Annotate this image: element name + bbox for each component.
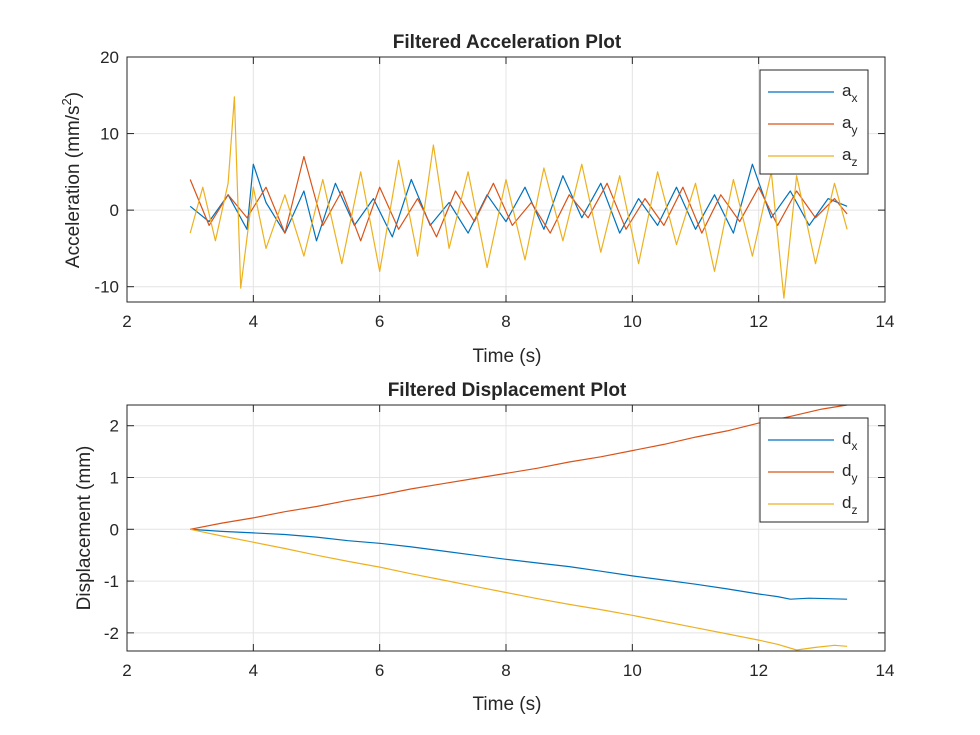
acceleration-y-tick-label: 0 [110,201,119,220]
acceleration-y-tick-label: 20 [100,48,119,67]
displacement-grid [127,405,885,651]
acceleration-legend-label-ax: ax [842,81,857,105]
displacement-series-group [190,404,848,651]
displacement-x-tick-label: 4 [249,661,258,680]
displacement-y-tick-label: 0 [110,520,119,539]
acceleration-x-tick-label: 10 [623,312,642,331]
acceleration-series-group [189,96,848,299]
displacement-x-tick-label: 6 [375,661,384,680]
acceleration-series-az [189,96,848,299]
acceleration-x-tick-label: 2 [122,312,131,331]
acceleration-legend: ax ay az [759,69,869,175]
displacement-x-tick-label: 2 [122,661,131,680]
displacement-plot-title: Filtered Displacement Plot [388,380,627,401]
displacement-plot: Filtered Displacement Plot Time (s) Disp… [74,380,894,715]
displacement-x-axis-label: Time (s) [473,694,542,715]
displacement-y-axis-label: Displacement (mm) [74,446,95,611]
acceleration-x-tick-label: 6 [375,312,384,331]
displacement-x-tick-label: 10 [623,661,642,680]
displacement-y-tick-label: -1 [104,572,119,591]
displacement-legend-box [759,417,869,523]
displacement-x-tick-label: 14 [876,661,895,680]
acceleration-y-axis-label-main: Acceleration (mm/s [63,105,84,268]
displacement-legend-label-dy: dy [842,461,857,485]
acceleration-x-tick-label: 8 [501,312,510,331]
displacement-legend: dx dy dz [759,417,869,523]
acceleration-x-tick-label: 4 [249,312,258,331]
acceleration-x-tick-label: 12 [749,312,768,331]
acceleration-legend-box [759,69,869,175]
displacement-x-tick-label: 8 [501,661,510,680]
displacement-legend-label-dx: dx [842,429,857,453]
acceleration-x-axis-label: Time (s) [473,346,542,367]
displacement-legend-label-dz: dz [842,493,857,517]
displacement-y-tick-label: -2 [104,624,119,643]
acceleration-plot-title: Filtered Acceleration Plot [393,32,622,53]
acceleration-y-axis-label-end: ) [63,92,84,98]
acceleration-y-axis-label: Acceleration (mm/s2) [59,92,84,268]
acceleration-legend-label-az: az [842,145,857,169]
acceleration-y-tick-label: -10 [94,278,119,297]
acceleration-x-tick-label: 14 [876,312,895,331]
acceleration-y-axis-label-superscript: 2 [59,98,74,105]
displacement-x-tick-label: 12 [749,661,768,680]
acceleration-plot: Filtered Acceleration Plot Time (s) Acce… [59,32,894,367]
displacement-y-tick-label: 1 [110,469,119,488]
displacement-y-tick-label: 2 [110,417,119,436]
displacement-series-dx [190,528,848,600]
acceleration-legend-label-ay: ay [842,113,857,137]
acceleration-y-tick-label: 10 [100,125,119,144]
displacement-series-dz [190,528,848,651]
displacement-series-dy [190,404,848,530]
